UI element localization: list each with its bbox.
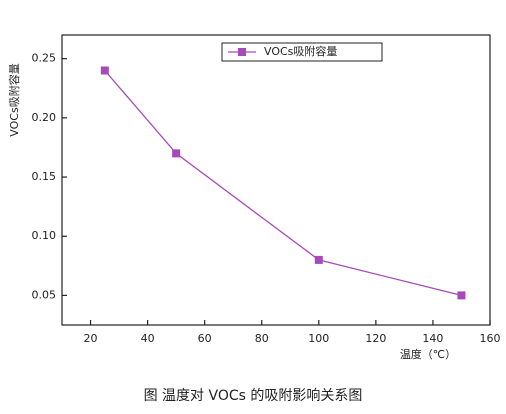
plot-frame — [61, 34, 491, 326]
marker — [314, 255, 323, 264]
x-tick-label: 80 — [255, 332, 269, 345]
legend-marker — [238, 48, 246, 56]
x-axis-label: 温度（℃） — [400, 347, 456, 361]
y-tick-label: 0.05 — [32, 288, 57, 301]
x-tick-label: 60 — [198, 332, 212, 345]
legend-label: VOCs吸附容量 — [264, 44, 337, 58]
y-axis-label: VOCs吸附容量 — [7, 63, 21, 136]
y-tick-label: 0.10 — [32, 229, 57, 242]
x-tick-label: 160 — [480, 332, 501, 345]
y-tick-label: 0.25 — [32, 52, 57, 65]
series-line — [104, 70, 462, 297]
y-tick-label: 0.20 — [32, 111, 57, 124]
y-tick-label: 0.15 — [32, 170, 57, 183]
legend-box — [221, 42, 383, 62]
marker — [100, 66, 109, 75]
caption: 图 温度对 VOCs 的吸附影响关系图 — [144, 388, 363, 404]
x-tick-label: 40 — [141, 332, 155, 345]
marker — [457, 291, 466, 300]
marker — [172, 149, 181, 158]
x-tick-label: 120 — [365, 332, 386, 345]
x-tick-label: 20 — [84, 332, 98, 345]
x-tick-label: 100 — [308, 332, 329, 345]
x-tick-label: 140 — [422, 332, 443, 345]
